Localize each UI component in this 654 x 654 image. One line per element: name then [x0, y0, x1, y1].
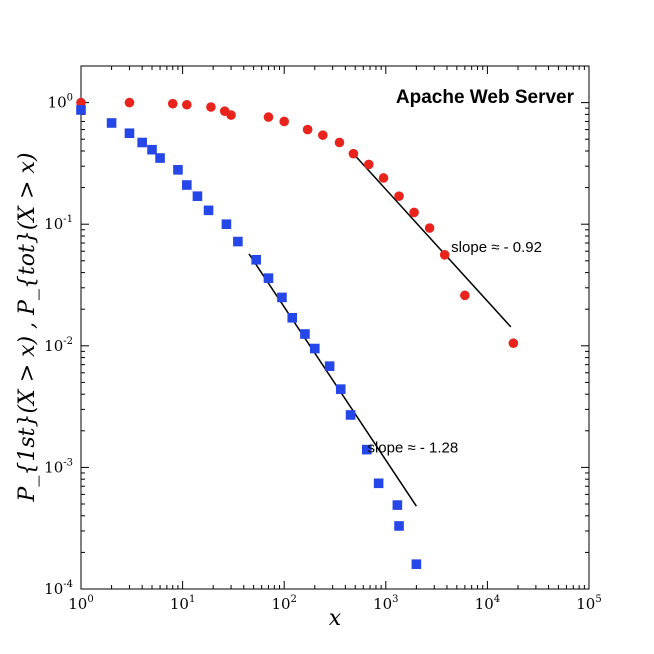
data-point-1st — [309, 343, 320, 354]
x-axis-label: x — [329, 606, 342, 631]
x-tick-label: 103 — [373, 594, 398, 613]
y-tick-label: 100 — [48, 93, 73, 112]
slope-annotation-1st: slope ≈ - 1.28 — [367, 439, 458, 456]
data-points — [76, 97, 519, 569]
data-point-1st — [137, 137, 147, 148]
y-axis-label: P_{1st}(X > x) , P_{tot}(X > x) — [15, 153, 40, 503]
data-point-tot — [439, 250, 450, 260]
data-point-1st — [324, 361, 335, 371]
plot-area — [80, 65, 590, 590]
data-point-1st — [221, 219, 232, 230]
data-point-tot — [424, 223, 435, 233]
chart-title: Apache Web Server — [396, 87, 575, 108]
data-point-1st — [233, 236, 243, 247]
data-point-1st — [124, 128, 135, 139]
data-point-tot — [263, 112, 274, 122]
fit-line-1st — [248, 253, 418, 507]
data-point-tot — [318, 130, 328, 140]
data-point-tot — [124, 97, 135, 108]
x-tick-label: 102 — [271, 594, 296, 613]
x-tick-label: 105 — [576, 594, 601, 613]
data-point-1st — [411, 559, 422, 569]
tick-marks — [80, 65, 589, 590]
data-point-1st — [361, 444, 372, 455]
data-point-1st — [106, 118, 117, 128]
data-point-tot — [460, 290, 470, 301]
data-point-tot — [182, 99, 192, 110]
data-point-1st — [345, 410, 356, 420]
data-point-1st — [147, 144, 157, 155]
slope-annotation-tot: slope ≈ - 0.92 — [451, 239, 542, 256]
data-point-1st — [277, 292, 287, 303]
data-point-tot — [226, 110, 236, 120]
y-tick-label: 10-4 — [44, 579, 73, 598]
y-tick-label: 10-2 — [44, 336, 73, 355]
x-tick-labels: 100 101 102 103 104 105 — [68, 594, 601, 613]
data-point-1st — [394, 521, 404, 531]
data-point-tot — [302, 124, 313, 135]
data-point-1st — [203, 205, 214, 216]
y-tick-label: 10-1 — [44, 214, 73, 233]
fit-line-tot — [352, 153, 512, 328]
y-tick-labels: 10-4 10-3 10-2 10-1 100 — [44, 93, 73, 598]
data-point-tot — [167, 98, 178, 109]
data-point-1st — [251, 254, 261, 265]
data-point-1st — [335, 384, 346, 394]
data-point-1st — [173, 165, 183, 175]
data-point-tot — [363, 159, 374, 170]
data-point-tot — [348, 148, 359, 159]
y-tick-label: 10-3 — [44, 457, 73, 476]
data-point-tot — [508, 338, 519, 349]
x-tick-label: 100 — [68, 594, 93, 613]
data-point-tot — [409, 207, 419, 218]
data-point-tot — [76, 97, 86, 108]
data-point-1st — [76, 105, 86, 115]
fit-lines — [248, 153, 512, 507]
data-point-tot — [279, 116, 290, 127]
data-point-1st — [182, 180, 192, 190]
data-point-1st — [392, 500, 403, 510]
data-point-1st — [192, 191, 203, 201]
data-point-tot — [378, 173, 389, 183]
data-point-1st — [300, 329, 310, 339]
data-point-1st — [263, 273, 274, 283]
data-point-1st — [287, 312, 298, 323]
data-point-tot — [394, 191, 404, 201]
data-point-1st — [373, 478, 384, 489]
data-point-tot — [334, 137, 345, 148]
data-point-1st — [155, 153, 165, 163]
x-tick-label: 104 — [475, 594, 500, 613]
x-tick-label: 101 — [170, 594, 195, 613]
data-point-tot — [206, 102, 216, 112]
